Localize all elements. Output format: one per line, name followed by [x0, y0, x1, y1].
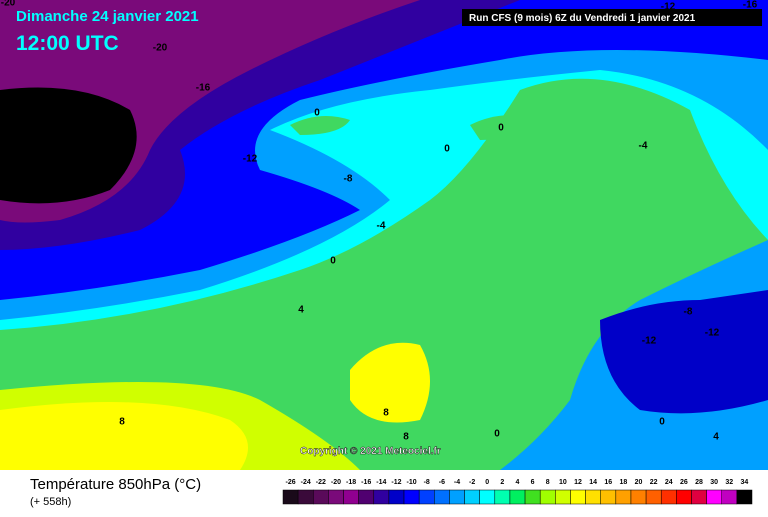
contour-label: 0 [314, 108, 320, 119]
color-legend: -26 -24 -22 -20 -18 -16 -14 -12 -10 -8 -6 -4 -2 0 2 4 6 8… [282, 479, 753, 505]
footer-title: Température 850hPa (°C) [30, 476, 201, 493]
contour-label: -8 [344, 174, 353, 185]
legend-tick: -2 [469, 479, 475, 486]
legend-tick: 30 [710, 479, 718, 486]
legend-tick: -4 [454, 479, 460, 486]
legend-swatch [524, 489, 541, 505]
legend-swatch [282, 489, 299, 505]
legend-tick: 12 [574, 479, 582, 486]
contour-label: -24 [66, 142, 81, 153]
legend-tick: 18 [620, 479, 628, 486]
legend-swatch [313, 489, 329, 505]
date: Dimanche 24 janvier 2021 [16, 8, 199, 25]
legend-tick: 0 [485, 479, 489, 486]
contour-label: -8 [684, 307, 693, 318]
legend-swatch [721, 489, 738, 505]
legend-swatch [388, 489, 405, 505]
contour-label: 8 [383, 408, 389, 419]
legend-swatch [691, 489, 707, 505]
contour-label: -4 [639, 141, 648, 152]
footer-lead: (+ 558h) [30, 496, 71, 508]
contour-label: 0 [444, 144, 450, 155]
legend-tick: -16 [361, 479, 371, 486]
legend-tick: 10 [559, 479, 567, 486]
contour-label: -20 [1, 0, 16, 9]
legend-swatch [539, 489, 556, 505]
contour-label: -16 [196, 83, 211, 94]
legend-tick: -24 [301, 479, 311, 486]
legend-swatch [328, 489, 344, 505]
legend-swatch [509, 489, 526, 505]
contour-label: -12 [642, 336, 657, 347]
contour-label: -20 [68, 169, 83, 180]
legend-swatch [434, 489, 450, 505]
legend-tick: 14 [589, 479, 597, 486]
contour-label: 0 [494, 429, 500, 440]
contour-label: -12 [705, 328, 720, 339]
legend-tick: 34 [741, 479, 749, 486]
legend-swatch [645, 489, 662, 505]
contour-label: -4 [377, 221, 386, 232]
run-info: Run CFS (9 mois) 6Z du Vendredi 1 janvie… [469, 13, 696, 24]
legend-tick: 28 [695, 479, 703, 486]
contour-label: 8 [403, 432, 409, 443]
legend-tick: -12 [391, 479, 401, 486]
map-background [0, 0, 768, 470]
legend-swatch [479, 489, 496, 505]
legend-tick: -18 [346, 479, 356, 486]
contour-label: 8 [119, 417, 125, 428]
legend-swatch [403, 489, 420, 505]
legend-swatch [630, 489, 647, 505]
time: 12:00 UTC [16, 32, 119, 55]
legend-tick: 4 [516, 479, 520, 486]
legend-tick: 22 [650, 479, 658, 486]
legend-tick: -14 [376, 479, 386, 486]
legend-swatch [570, 489, 586, 505]
contour-label: 0 [498, 123, 504, 134]
contour-labels: -20 -16 -28 -24 -20 -12 -8 -4 0 0 0 0 -4 -8 -12 -12 4 8 8 8… [1, 0, 758, 443]
contour-label: -12 [661, 2, 676, 13]
legend-swatch [464, 489, 480, 505]
legend-tick: 26 [680, 479, 688, 486]
legend-swatch [736, 489, 753, 505]
legend-swatch [494, 489, 511, 505]
legend-tick: -10 [407, 479, 417, 486]
legend-swatch [555, 489, 571, 505]
legend-swatch [600, 489, 617, 505]
contour-label: -20 [153, 43, 168, 54]
legend-tick: 16 [604, 479, 612, 486]
legend-tick: -26 [286, 479, 296, 486]
legend-swatch [585, 489, 601, 505]
contour-label: 4 [298, 305, 304, 316]
legend-swatch [358, 489, 375, 505]
legend-swatch [706, 489, 722, 505]
legend-tick: -8 [424, 479, 430, 486]
contour-label: 0 [659, 417, 665, 428]
contour-label: -16 [743, 0, 758, 11]
legend-swatch [373, 489, 390, 505]
contour-label: 0 [330, 256, 336, 267]
legend-tick: -6 [439, 479, 445, 486]
copyright: Copyright © 2021 Meteociel.fr [300, 446, 441, 457]
legend-tick: 2 [500, 479, 504, 486]
legend-swatch [297, 489, 314, 505]
contour-label: 4 [713, 432, 719, 443]
legend-swatch [343, 489, 359, 505]
run-box [462, 9, 762, 26]
legend-swatch [676, 489, 692, 505]
legend-tick: 8 [546, 479, 550, 486]
legend-tick: -20 [331, 479, 341, 486]
legend-tick: 24 [665, 479, 673, 486]
legend-tick: 20 [635, 479, 643, 486]
legend-swatch [418, 489, 435, 505]
legend-tick: 32 [725, 479, 733, 486]
contour-label: -28 [60, 123, 75, 134]
contour-label: -12 [243, 154, 258, 165]
legend-tick: 6 [531, 479, 535, 486]
legend-swatch [660, 489, 677, 505]
legend-tick: -22 [316, 479, 326, 486]
legend-swatch [615, 489, 632, 505]
legend-swatch [449, 489, 465, 505]
